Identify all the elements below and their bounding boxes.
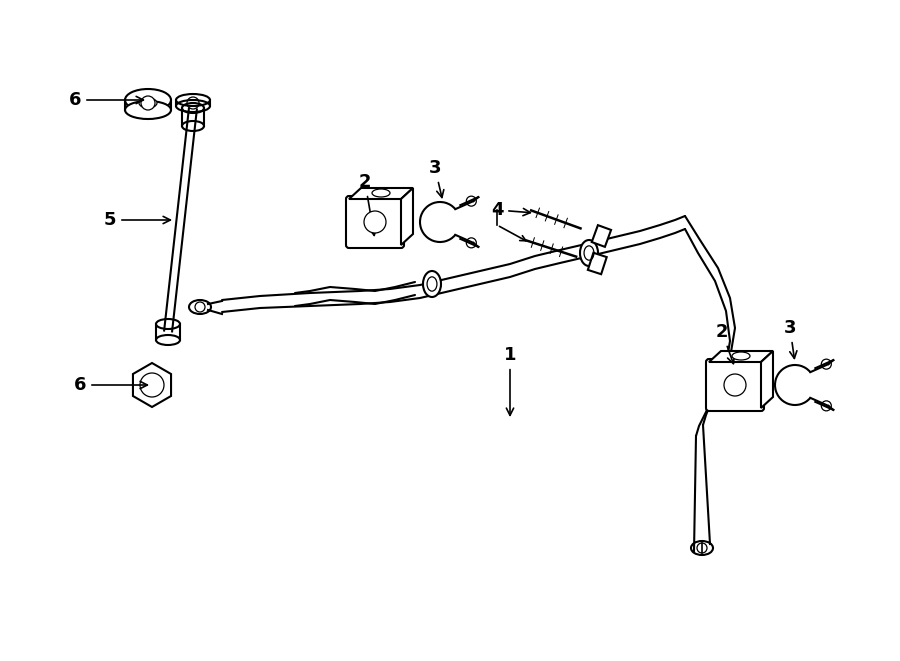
Circle shape [466, 238, 476, 248]
Polygon shape [349, 188, 413, 199]
Text: 1: 1 [504, 346, 517, 415]
Ellipse shape [580, 240, 598, 266]
Circle shape [822, 359, 832, 369]
Ellipse shape [732, 352, 750, 360]
Ellipse shape [423, 271, 441, 297]
Text: 6: 6 [74, 376, 148, 394]
Ellipse shape [125, 101, 171, 119]
Polygon shape [592, 225, 611, 247]
Polygon shape [401, 188, 413, 245]
Text: 5: 5 [104, 211, 170, 229]
Ellipse shape [364, 211, 386, 233]
Polygon shape [588, 253, 607, 274]
Text: 4: 4 [491, 201, 530, 219]
Text: 6: 6 [68, 91, 143, 109]
Text: 2: 2 [359, 173, 376, 235]
Text: 3: 3 [784, 319, 796, 358]
Circle shape [822, 401, 832, 411]
Polygon shape [761, 351, 773, 408]
Circle shape [141, 96, 155, 110]
Ellipse shape [724, 374, 746, 396]
FancyBboxPatch shape [346, 196, 404, 248]
Text: 2: 2 [716, 323, 734, 364]
Polygon shape [709, 351, 773, 362]
Text: 3: 3 [428, 159, 444, 198]
FancyBboxPatch shape [706, 359, 764, 411]
Circle shape [466, 196, 476, 206]
Ellipse shape [372, 189, 390, 197]
Ellipse shape [139, 98, 157, 108]
Ellipse shape [125, 89, 171, 111]
